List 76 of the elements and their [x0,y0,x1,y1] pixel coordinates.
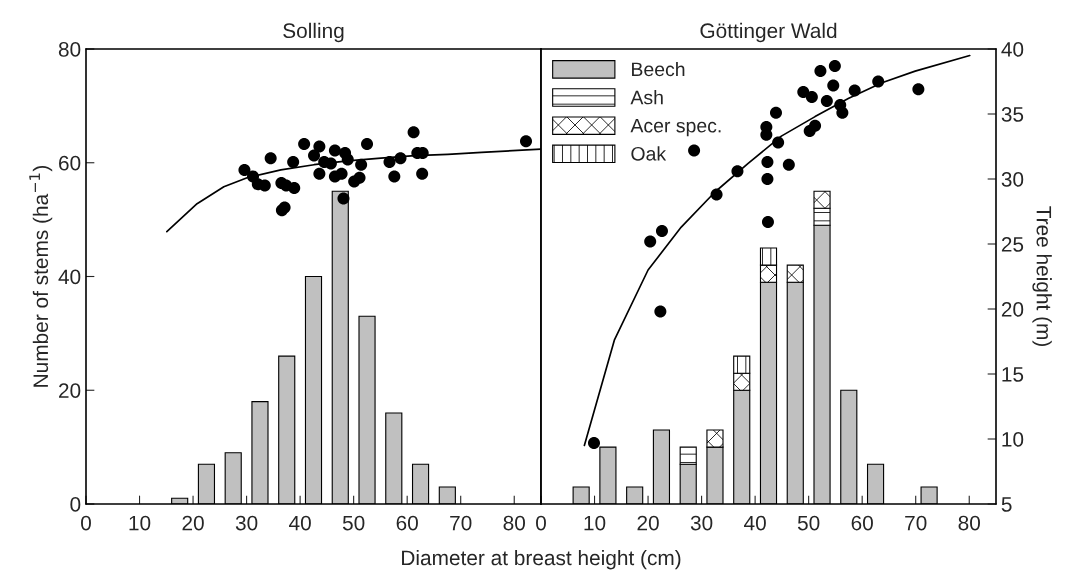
point [820,94,833,108]
chart-title: Solling [283,22,344,43]
legend-label: Beech [632,61,685,77]
point [654,305,667,318]
point [827,79,840,92]
point [805,91,818,104]
y-tick-label: 0 [70,497,81,512]
point [313,167,326,180]
point [328,144,341,157]
point [769,106,783,119]
point [337,192,350,205]
point [353,171,366,184]
point [407,126,420,139]
y2-tick-label: 10 [1002,432,1024,447]
point [416,167,429,180]
point [361,137,374,150]
point [520,135,533,148]
point [388,170,401,183]
x-tick-label: 20 [637,515,659,531]
x-tick-label: 0 [536,515,546,531]
x-tick-label: 20 [182,515,204,531]
point [828,59,841,72]
point [761,156,774,169]
x-tick-label: 70 [450,515,472,531]
x-tick-label: 50 [342,515,365,531]
y-axis-title: Number of stems (ha$^{−1}$) [29,165,53,387]
x-tick-label: 10 [129,515,151,531]
point [814,65,827,78]
point [238,163,251,176]
y-tick-label: 20 [59,383,81,398]
point [308,149,321,162]
point [761,172,774,186]
y2-tick-label: 35 [1001,107,1024,122]
y2-tick-label: 25 [1001,237,1024,252]
point [298,137,311,150]
line-series [583,54,971,447]
point [288,182,301,195]
x-tick-label: 70 [905,515,927,531]
chart-title: Göttinger Wald [700,22,837,43]
legend-label: Oak [631,146,667,161]
y2-tick-label: 30 [1001,172,1024,187]
point [313,140,326,153]
point [587,436,601,449]
point [809,119,822,132]
point [335,167,348,180]
x-axis-title: Diameter at breast height (cm) [402,549,681,570]
y2-tick-label: 15 [1002,367,1024,382]
x-tick-label: 10 [584,515,606,531]
x-tick-label: 80 [958,515,981,531]
y-tick-label: 40 [58,269,81,285]
x-tick-label: 60 [851,515,873,531]
y2-tick-label: 20 [1001,302,1024,317]
point [644,235,657,248]
point [912,83,925,96]
point [688,144,701,157]
point [836,106,849,119]
x-tick-label: 30 [235,515,258,531]
point [782,158,795,171]
x-tick-label: 40 [289,515,311,531]
y2-axis-title: Tree height (m) [1032,206,1052,347]
legend-label: Acer spec. [630,118,721,137]
y-tick-label: 80 [58,42,81,57]
point [264,152,277,165]
y2-tick-label: 40 [1001,42,1024,57]
x-tick-label: 60 [396,515,418,531]
point [287,156,300,169]
y-tick-label: 60 [59,155,81,171]
x-tick-label: 30 [690,515,713,531]
x-tick-label: 50 [797,515,820,531]
x-tick-label: 0 [81,515,91,531]
legend-label: Ash [630,90,663,105]
point [655,224,668,238]
x-tick-label: 40 [744,515,766,531]
point [761,215,774,228]
y2-tick-label: 5 [1001,497,1012,512]
x-tick-label: 80 [503,515,526,531]
